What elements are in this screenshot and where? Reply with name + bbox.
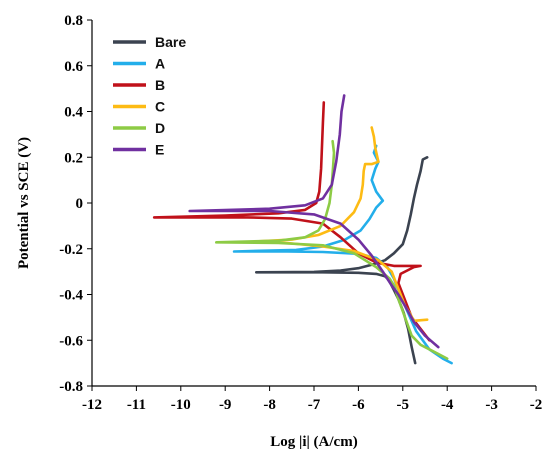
y-tick-label: -0.6 (59, 333, 83, 349)
y-tick-label: 0 (76, 196, 84, 212)
y-tick-label: 0.2 (64, 150, 83, 166)
series-line-b (152, 101, 431, 342)
x-tick-label: -2 (530, 397, 543, 413)
y-tick-label: 0.6 (64, 59, 83, 75)
legend-label-d: D (155, 120, 165, 136)
x-tick-label: -8 (263, 397, 276, 413)
x-tick-label: -6 (352, 397, 365, 413)
x-tick-label: -3 (485, 397, 498, 413)
series-layer (152, 94, 453, 365)
y-tick-label: -0.4 (59, 288, 83, 304)
series-line-e (188, 94, 440, 349)
legend-label-b: B (155, 77, 165, 93)
legend-label-e: E (155, 142, 164, 158)
x-tick-label: -11 (127, 397, 146, 413)
legend-label-bare: Bare (155, 34, 186, 50)
x-axis-title: Log |i| (A/cm) (270, 434, 357, 450)
x-tick-label: -10 (171, 397, 191, 413)
y-tick-label: 0.4 (64, 105, 83, 121)
x-tick-label: -12 (82, 397, 102, 413)
x-tick-label: -7 (308, 397, 321, 413)
y-tick-label: -0.8 (59, 379, 83, 395)
y-axis-title: Potential vs SCE (V) (16, 137, 32, 269)
y-tick-label: 0.8 (64, 13, 83, 29)
x-tick-label: -5 (397, 397, 410, 413)
x-tick-label: -4 (441, 397, 454, 413)
legend-label-c: C (155, 99, 165, 115)
axes-layer: -12 -11 -10 -9 -8 -7 -6 -5 -4 -3 -2 -0.8 -0.6 -0.4 -0.… (59, 13, 542, 413)
x-tick-label: -9 (219, 397, 232, 413)
series-line-d (215, 139, 449, 360)
legend-label-a: A (155, 56, 165, 72)
y-tick-label: -0.2 (59, 242, 83, 258)
